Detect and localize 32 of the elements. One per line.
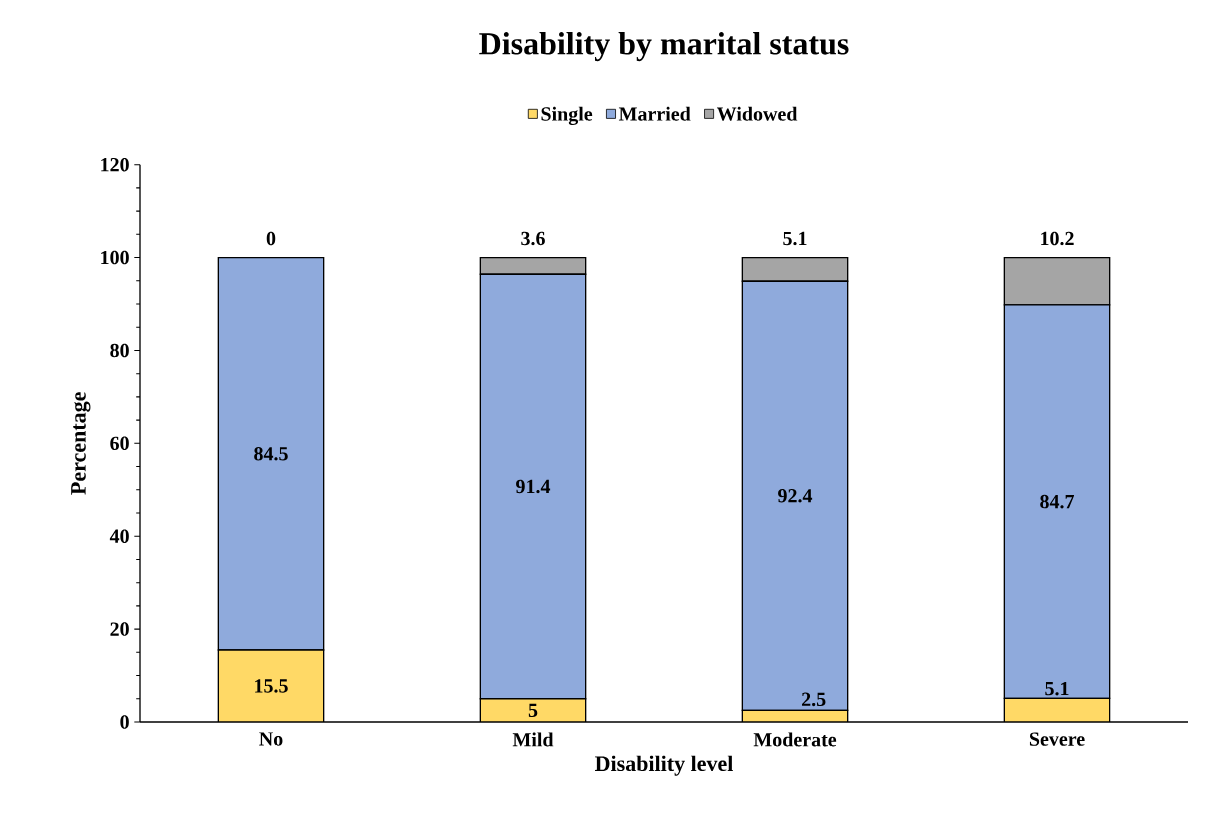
x-tick-label: Mild xyxy=(512,732,554,747)
data-label: 0 xyxy=(266,231,276,246)
data-label: 5.1 xyxy=(1045,681,1069,696)
legend-label: Single xyxy=(541,106,593,125)
data-label: 92.4 xyxy=(778,489,813,503)
data-label: 2.5 xyxy=(802,692,826,707)
y-tick-label: 20 xyxy=(110,622,129,636)
y-tick-label: 60 xyxy=(110,436,129,451)
x-tick-label: No xyxy=(259,732,283,746)
x-tick-label: Moderate xyxy=(753,732,837,747)
bar xyxy=(480,698,586,722)
x-axis-title: Disability level xyxy=(595,755,733,776)
legend-label: Widowed xyxy=(716,106,798,121)
bar xyxy=(218,650,324,722)
data-label: 91.4 xyxy=(516,479,551,494)
data-label: 5 xyxy=(528,703,538,718)
data-label: 15.5 xyxy=(255,679,288,693)
y-tick-label: 40 xyxy=(109,529,129,543)
legend-label: Married xyxy=(618,106,691,121)
y-tick-label: 80 xyxy=(110,343,129,358)
data-label: 84.7 xyxy=(1040,494,1075,509)
bar xyxy=(1003,697,1111,722)
y-tick-label: 120 xyxy=(101,157,129,172)
x-tick-label: Severe xyxy=(1029,732,1085,746)
data-label: 3.6 xyxy=(521,231,545,246)
y-tick-label: 100 xyxy=(101,250,129,265)
y-axis-title: Percentage xyxy=(71,392,91,495)
y-tick-label: 0 xyxy=(120,715,129,729)
data-label: 10.2 xyxy=(1041,231,1074,246)
data-label: 5.1 xyxy=(783,231,807,246)
data-label: 84.5 xyxy=(254,446,288,461)
chart-title: Disability by marital status xyxy=(479,32,849,62)
